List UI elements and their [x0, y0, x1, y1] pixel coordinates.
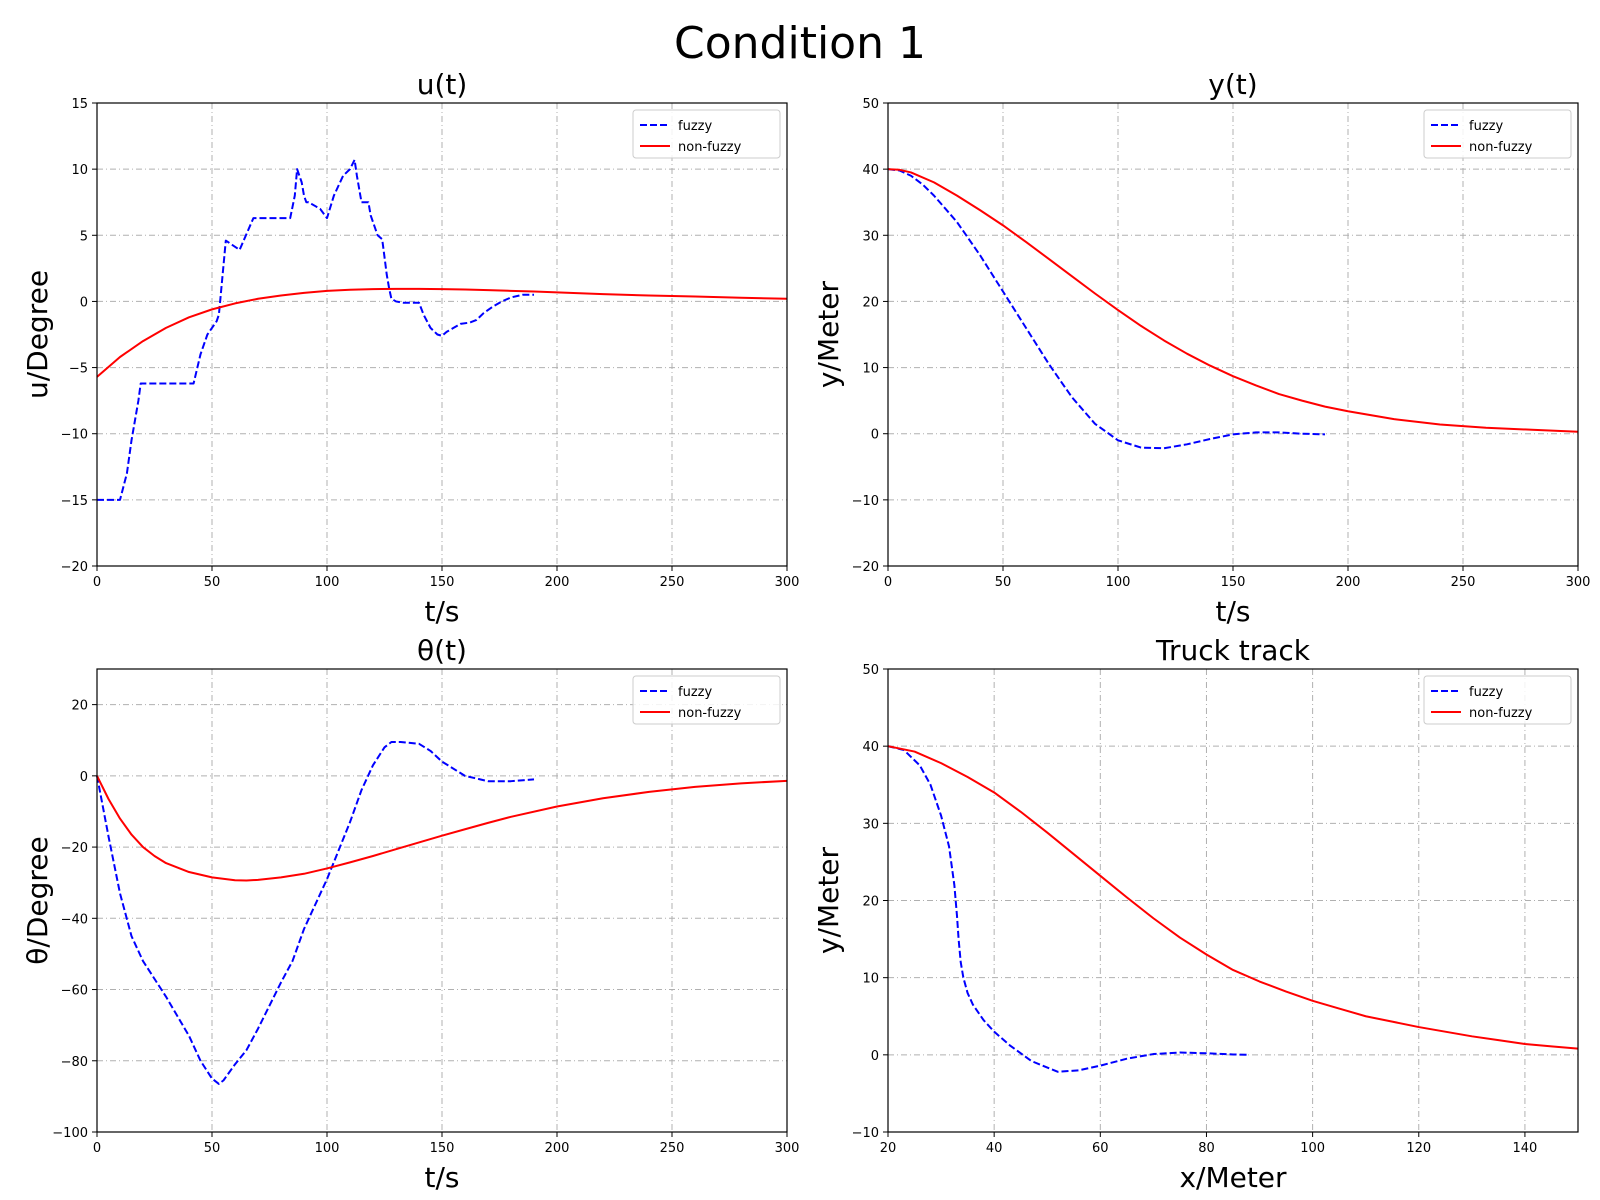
- y-tick-label: 20: [71, 699, 88, 714]
- x-tick-label: 0: [93, 575, 101, 590]
- x-tick-label: 140: [1513, 1141, 1538, 1156]
- x-tick-label: 250: [660, 1141, 685, 1156]
- chart-panel: 0 50 100 150 200 250 300 −20 −15 −10 −5 0 5 10 15 u(t) t…: [21, 68, 799, 628]
- x-tick-label: 300: [1566, 575, 1591, 590]
- y-tick-label: 5: [80, 229, 88, 244]
- chart-panel: 0 50 100 150 200 250 300 −100 −80 −60 −40 −20 0 20 θ(t…: [21, 634, 799, 1194]
- x-tick-label: 80: [1198, 1141, 1215, 1156]
- y-tick-label: −20: [61, 560, 88, 575]
- y-tick-label: −5: [69, 362, 88, 377]
- y-tick-label: −80: [61, 1055, 88, 1070]
- legend-entry: non-fuzzy: [678, 140, 742, 155]
- x-tick-label: 200: [545, 575, 570, 590]
- x-axis-label: t/s: [425, 1161, 460, 1194]
- x-tick-label: 60: [1092, 1141, 1109, 1156]
- y-tick-label: 10: [71, 163, 88, 178]
- y-tick-label: −100: [52, 1126, 88, 1141]
- x-tick-label: 200: [545, 1141, 570, 1156]
- chart-title: y(t): [1208, 68, 1257, 101]
- x-tick-label: 20: [880, 1141, 897, 1156]
- figure-title: Condition 1: [674, 18, 926, 69]
- x-tick-label: 300: [775, 1141, 800, 1156]
- y-tick-label: 0: [80, 295, 88, 310]
- y-tick-label: 15: [71, 97, 88, 112]
- x-axis-label: t/s: [1216, 595, 1251, 628]
- y-tick-label: −20: [852, 560, 879, 575]
- y-tick-label: −60: [61, 984, 88, 999]
- x-tick-label: 100: [1106, 575, 1131, 590]
- x-tick-label: 300: [775, 575, 800, 590]
- x-tick-label: 250: [660, 575, 685, 590]
- y-tick-label: −10: [852, 1126, 879, 1141]
- legend-entry: non-fuzzy: [678, 706, 742, 721]
- x-tick-label: 100: [315, 575, 340, 590]
- y-tick-label: 20: [862, 895, 879, 910]
- y-tick-label: 30: [862, 817, 879, 832]
- series-line-non-fuzzy: [96, 775, 788, 882]
- y-tick-label: 0: [871, 1049, 879, 1064]
- x-tick-label: 0: [93, 1141, 101, 1156]
- legend: fuzzy non-fuzzy: [632, 109, 781, 159]
- x-tick-label: 0: [884, 575, 892, 590]
- legend-entry: fuzzy: [678, 685, 712, 700]
- series-line-fuzzy: [887, 168, 1326, 450]
- x-tick-label: 50: [995, 575, 1012, 590]
- chart-title: u(t): [417, 68, 468, 101]
- y-tick-label: −10: [852, 494, 879, 509]
- y-tick-label: 10: [862, 972, 879, 987]
- series-line-fuzzy: [887, 745, 1249, 1073]
- series-line-fuzzy: [96, 741, 535, 1085]
- y-axis-label: u/Degree: [21, 270, 54, 399]
- x-tick-label: 150: [430, 1141, 455, 1156]
- y-tick-label: 0: [80, 770, 88, 785]
- x-tick-label: 50: [204, 1141, 221, 1156]
- series-line-non-fuzzy: [96, 287, 788, 378]
- y-tick-label: 40: [862, 163, 879, 178]
- x-tick-label: 100: [315, 1141, 340, 1156]
- x-tick-label: 200: [1336, 575, 1361, 590]
- y-tick-label: 10: [862, 362, 879, 377]
- series-line-fuzzy: [97, 158, 534, 501]
- chart-panels: 0 50 100 150 200 250 300−20−15−10−5051015u(t)t…: [21, 68, 1590, 1194]
- chart-title: θ(t): [417, 634, 467, 667]
- y-tick-label: −10: [61, 428, 88, 443]
- y-axis-label: y/Meter: [812, 280, 845, 388]
- y-axis-label: y/Meter: [812, 846, 845, 954]
- legend-entry: non-fuzzy: [1469, 706, 1533, 721]
- x-tick-label: 50: [204, 575, 221, 590]
- y-tick-label: −20: [61, 841, 88, 856]
- x-tick-label: 100: [1300, 1141, 1325, 1156]
- x-tick-label: 150: [430, 575, 455, 590]
- chart-panel: 20 40 60 80 100 120 140 −10 0 10 20 30 40 50 Truck tra…: [812, 634, 1579, 1194]
- legend: fuzzy non-fuzzy: [1423, 109, 1572, 159]
- x-tick-label: 40: [986, 1141, 1003, 1156]
- x-tick-label: 150: [1221, 575, 1246, 590]
- series-line-non-fuzzy: [887, 168, 1579, 433]
- legend: fuzzy non-fuzzy: [1423, 675, 1572, 725]
- x-axis-label: t/s: [425, 595, 460, 628]
- y-tick-label: 0: [871, 428, 879, 443]
- x-axis-label: x/Meter: [1179, 1161, 1287, 1194]
- x-tick-label: 120: [1406, 1141, 1431, 1156]
- y-tick-label: −40: [61, 912, 88, 927]
- x-tick-label: 250: [1451, 575, 1476, 590]
- legend-entry: fuzzy: [1469, 119, 1503, 134]
- series-line-non-fuzzy: [887, 745, 1579, 1050]
- y-tick-label: 50: [862, 663, 879, 678]
- y-tick-label: 30: [862, 229, 879, 244]
- chart-panel: 0 50 100 150 200 250 300 −20 −10 0 10 20 30 40 50 y(t) t…: [812, 68, 1590, 628]
- chart-title: Truck track: [1155, 634, 1311, 667]
- legend-entry: fuzzy: [678, 119, 712, 134]
- y-tick-label: 20: [862, 295, 879, 310]
- legend-entry: non-fuzzy: [1469, 140, 1533, 155]
- legend-entry: fuzzy: [1469, 685, 1503, 700]
- y-tick-label: 50: [862, 97, 879, 112]
- y-tick-label: 40: [862, 740, 879, 755]
- y-tick-label: −15: [61, 494, 88, 509]
- legend: fuzzy non-fuzzy: [632, 675, 781, 725]
- y-axis-label: θ/Degree: [21, 836, 54, 964]
